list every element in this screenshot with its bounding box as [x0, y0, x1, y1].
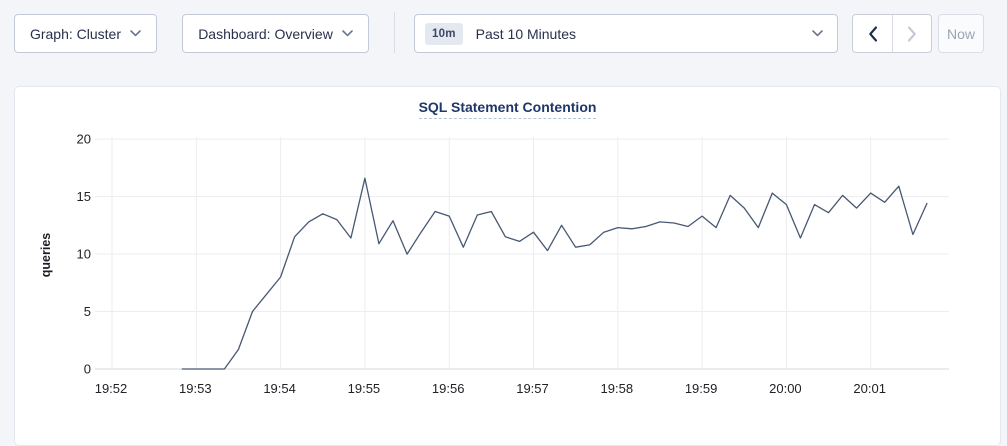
chevron-down-icon: [342, 30, 353, 37]
toolbar-divider: [394, 12, 395, 53]
now-button[interactable]: Now: [938, 14, 984, 53]
time-window-nav: [852, 14, 932, 53]
dashboard-dropdown-label: Dashboard: Overview: [198, 25, 333, 42]
chevron-left-icon: [868, 25, 877, 42]
time-range-selector[interactable]: 10m Past 10 Minutes: [414, 14, 838, 53]
chart-card: SQL Statement Contention: [14, 86, 1001, 446]
graph-dropdown[interactable]: Graph: Cluster: [14, 14, 157, 53]
chevron-down-icon: [812, 30, 823, 37]
chevron-down-icon: [130, 30, 141, 37]
dashboard-dropdown[interactable]: Dashboard: Overview: [182, 14, 369, 53]
previous-window-button[interactable]: [853, 15, 892, 52]
toolbar: Graph: Cluster Dashboard: Overview 10m P…: [0, 0, 1007, 66]
now-button-label: Now: [946, 25, 975, 42]
chart-title-wrap: SQL Statement Contention: [15, 99, 1000, 119]
chart-title[interactable]: SQL Statement Contention: [418, 99, 597, 119]
next-window-button-disabled[interactable]: [892, 15, 931, 52]
graph-dropdown-label: Graph: Cluster: [29, 25, 122, 42]
time-range-label: Past 10 Minutes: [475, 25, 577, 42]
time-range-badge: 10m: [425, 22, 463, 45]
chevron-right-icon: [907, 25, 916, 42]
